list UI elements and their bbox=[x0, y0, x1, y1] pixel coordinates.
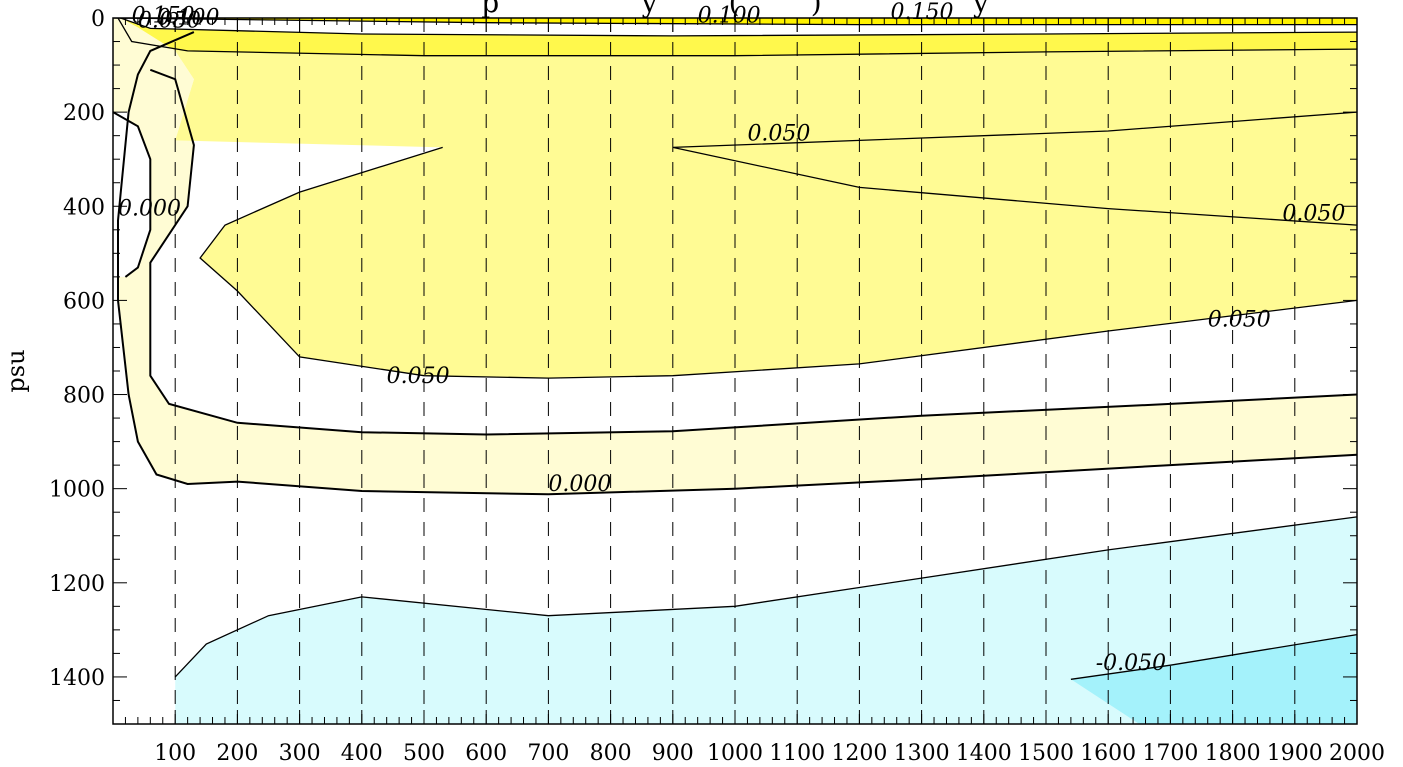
contour-label: 0.000 bbox=[118, 197, 181, 222]
y-axis-label: psu bbox=[2, 349, 30, 392]
x-tick-label: 800 bbox=[590, 741, 632, 766]
x-tick-label: 1600 bbox=[1080, 741, 1136, 766]
contour-label: 0.100 bbox=[698, 4, 761, 29]
x-tick-label: 300 bbox=[279, 741, 321, 766]
contour-line bbox=[1070, 633, 1357, 680]
x-tick-label: 100 bbox=[154, 741, 196, 766]
contour-line bbox=[117, 31, 1357, 496]
x-tick-label: 900 bbox=[652, 741, 694, 766]
x-tick-label: 2000 bbox=[1329, 741, 1385, 766]
x-tick-label: 1700 bbox=[1142, 741, 1198, 766]
contour-line bbox=[120, 18, 1357, 37]
contour-line bbox=[174, 516, 1357, 678]
y-tick-label: 1400 bbox=[49, 666, 105, 691]
y-tick-labels: 0 200 400 600 800 1000 1200 1400 bbox=[49, 7, 105, 691]
contour-line bbox=[117, 18, 1357, 57]
contour-line bbox=[149, 68, 1357, 436]
contour-label: 0.050 bbox=[747, 121, 810, 146]
x-tick-label: 1200 bbox=[831, 741, 887, 766]
x-tick-label: 1300 bbox=[894, 741, 950, 766]
x-tick-labels: 100 200 300 400 500 600 700 800 900 1000 1100 1200 1… bbox=[154, 741, 1385, 766]
x-tick-label: 700 bbox=[527, 741, 569, 766]
fill-region-left-white-pocket bbox=[113, 112, 151, 277]
axis-ticks bbox=[112, 17, 1358, 725]
y-tick-label: 400 bbox=[63, 195, 105, 220]
fill-region-zero-to-005 bbox=[118, 32, 1357, 495]
chart-title-fragment: p y ( ) y bbox=[481, 0, 989, 19]
x-tick-label: 1000 bbox=[707, 741, 763, 766]
contour-label: 0.050 bbox=[138, 8, 201, 33]
y-tick-label: 1000 bbox=[49, 478, 105, 503]
x-tick-label: 1900 bbox=[1267, 741, 1323, 766]
x-tick-label: 600 bbox=[465, 741, 507, 766]
x-tick-label: 500 bbox=[403, 741, 445, 766]
y-tick-label: 0 bbox=[91, 7, 105, 32]
y-tick-label: 1200 bbox=[49, 572, 105, 597]
contour-label: -0.050 bbox=[1096, 651, 1166, 676]
fill-region-upper-010 bbox=[672, 112, 1357, 226]
contour-label: 0.050 bbox=[1208, 307, 1271, 332]
y-tick-label: 600 bbox=[63, 289, 105, 314]
x-tick-label: 200 bbox=[216, 741, 258, 766]
y-tick-label: 200 bbox=[63, 101, 105, 126]
contour-line bbox=[113, 111, 152, 278]
contour-line bbox=[199, 146, 1357, 379]
y-tick-label: 800 bbox=[63, 384, 105, 409]
fill-region-005-to-010 bbox=[118, 18, 1357, 379]
fill-region-neg-010 bbox=[1070, 634, 1357, 724]
fill-region-010-to-015 bbox=[120, 18, 1357, 56]
x-tick-label: 1500 bbox=[1018, 741, 1074, 766]
contour-label: 0.000 bbox=[548, 472, 611, 497]
fill-region-left-yellow bbox=[113, 18, 194, 141]
fill-region-neg-005 bbox=[175, 516, 1357, 724]
contour-label: 0.050 bbox=[387, 364, 450, 389]
x-tick-label: 400 bbox=[341, 741, 383, 766]
contour-label: 0.050 bbox=[1282, 201, 1345, 226]
x-tick-label: 1100 bbox=[769, 741, 825, 766]
contour-line bbox=[672, 111, 1357, 226]
x-tick-label: 1400 bbox=[956, 741, 1012, 766]
x-tick-label: 1800 bbox=[1205, 741, 1261, 766]
